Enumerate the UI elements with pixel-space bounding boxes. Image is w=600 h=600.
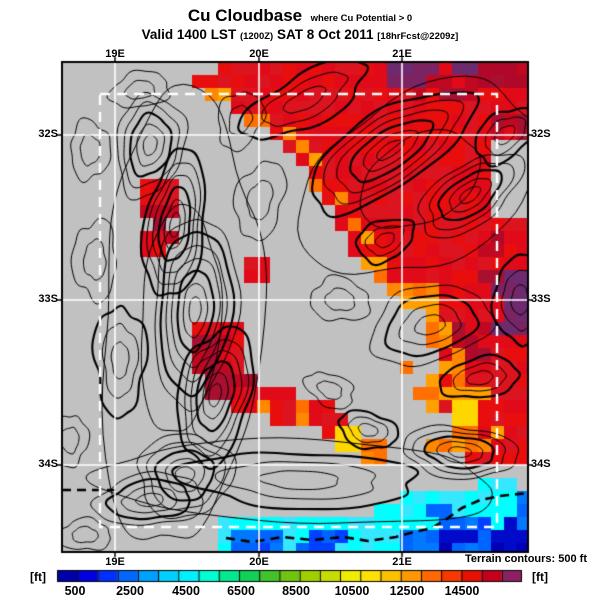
legend-tick-4500: 4500 — [172, 584, 200, 598]
title-qualifier: where Cu Potential > 0 — [310, 13, 413, 24]
legend-tick-8500: 8500 — [282, 584, 310, 598]
lon-label-top-21E: 21E — [392, 48, 412, 60]
legend-unit-right: [ft] — [532, 570, 548, 584]
lat-label-left-32S: 32S — [38, 128, 58, 140]
init-time-utc: (1200Z) — [239, 31, 274, 42]
title-main: Cu Cloudbase — [187, 6, 303, 25]
legend-tick-6500: 6500 — [227, 584, 255, 598]
legend-tick-500: 500 — [64, 584, 86, 598]
lon-label-top-19E: 19E — [105, 48, 125, 60]
forecast-offset: [18hrFcst@2209z] — [377, 31, 459, 42]
lon-label-top-20E: 20E — [249, 48, 269, 60]
legend-unit-left: [ft] — [30, 570, 46, 584]
lat-label-right-32S: 32S — [531, 128, 551, 140]
lat-label-right-34S: 34S — [531, 458, 551, 470]
lon-label-bottom-20E: 20E — [249, 556, 269, 568]
valid-time: Valid 1400 LST — [141, 27, 240, 42]
lat-label-left-33S: 33S — [38, 293, 58, 305]
lon-label-bottom-19E: 19E — [105, 556, 125, 568]
lat-label-right-33S: 33S — [531, 293, 551, 305]
legend-tick-12500: 12500 — [389, 584, 425, 598]
valid-date: SAT 8 Oct 2011 — [273, 27, 378, 42]
lat-label-left-34S: 34S — [38, 458, 58, 470]
legend-tick-10500: 10500 — [334, 584, 370, 598]
legend-tick-2500: 2500 — [116, 584, 144, 598]
terrain-contours-note: Terrain contours: 500 ft — [464, 553, 587, 565]
lon-label-bottom-21E: 21E — [392, 556, 412, 568]
chart-title: Cu Cloudbase where Cu Potential > 0 — [0, 6, 600, 26]
legend-tick-14500: 14500 — [444, 584, 480, 598]
valid-time-line: Valid 1400 LST (1200Z) SAT 8 Oct 2011 [1… — [0, 27, 600, 42]
